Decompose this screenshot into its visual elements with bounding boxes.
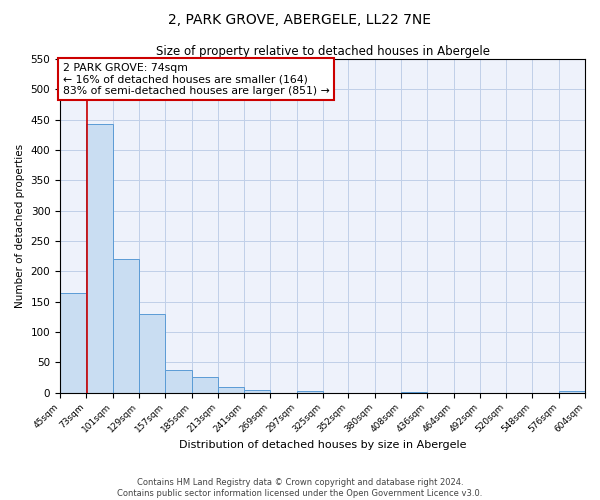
Bar [296,391,323,392]
Bar [60,292,86,392]
Text: 2 PARK GROVE: 74sqm
← 16% of detached houses are smaller (164)
83% of semi-detac: 2 PARK GROVE: 74sqm ← 16% of detached ho… [62,62,329,96]
Y-axis label: Number of detached properties: Number of detached properties [15,144,25,308]
Bar [559,391,585,392]
Text: Contains HM Land Registry data © Crown copyright and database right 2024.
Contai: Contains HM Land Registry data © Crown c… [118,478,482,498]
X-axis label: Distribution of detached houses by size in Abergele: Distribution of detached houses by size … [179,440,466,450]
Bar [139,314,165,392]
Text: 2, PARK GROVE, ABERGELE, LL22 7NE: 2, PARK GROVE, ABERGELE, LL22 7NE [169,12,431,26]
Bar [191,378,218,392]
Bar [165,370,191,392]
Title: Size of property relative to detached houses in Abergele: Size of property relative to detached ho… [155,45,490,58]
Bar [86,124,113,392]
Bar [218,386,244,392]
Bar [113,259,139,392]
Bar [244,390,271,392]
